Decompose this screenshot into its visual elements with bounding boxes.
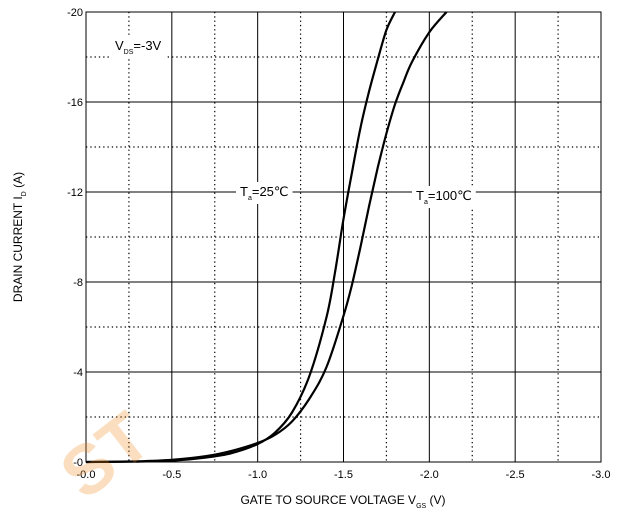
annotation-text: Ta=25℃ bbox=[240, 184, 289, 202]
annotation-t25: Ta=25℃ bbox=[236, 182, 293, 204]
x-tick-label: -2.0 bbox=[420, 469, 439, 481]
annotation-vds: VDS=-3V bbox=[111, 36, 166, 58]
annotations: VDS=-3V Ta=25℃ Ta=100℃ bbox=[111, 36, 476, 208]
major-grid bbox=[85, 11, 602, 463]
y-tick-label: -12 bbox=[67, 187, 83, 199]
x-tick-label: -0.5 bbox=[162, 469, 181, 481]
annotation-bg bbox=[412, 186, 476, 208]
series-lines bbox=[85, 11, 448, 464]
series-line-ta100 bbox=[85, 11, 448, 464]
y-tick-label: -8 bbox=[73, 277, 83, 289]
x-axis-title: GATE TO SOURCE VOLTAGE VGS (V) bbox=[240, 493, 445, 510]
y-axis-title: DRAIN CURRENT ID (A) bbox=[11, 172, 28, 302]
y-tick-label: -0 bbox=[73, 457, 83, 469]
y-tick-labels: -0 -4 -8 -12 -16 -20 bbox=[67, 7, 83, 469]
y-tick-label: -16 bbox=[67, 97, 83, 109]
plot-frame bbox=[85, 11, 602, 463]
x-tick-label: -2.5 bbox=[506, 469, 525, 481]
x-tick-labels: -0.0 -0.5 -1.0 -1.5 -2.0 -2.5 -3.0 bbox=[77, 469, 611, 481]
y-tick-label: -4 bbox=[73, 367, 83, 379]
x-tick-label: -1.0 bbox=[248, 469, 267, 481]
x-tick-label: -0.0 bbox=[77, 469, 96, 481]
minor-grid bbox=[86, 12, 601, 462]
series-line-ta25 bbox=[85, 11, 396, 464]
annotation-bg bbox=[111, 36, 166, 58]
annotation-t100: Ta=100℃ bbox=[412, 186, 476, 208]
y-tick-label: -20 bbox=[67, 7, 83, 19]
annotation-text: VDS=-3V bbox=[115, 38, 162, 56]
x-tick-label: -3.0 bbox=[592, 469, 611, 481]
axis-titles: GATE TO SOURCE VOLTAGE VGS (V) DRAIN CURR… bbox=[11, 172, 446, 510]
annotation-bg bbox=[236, 182, 293, 204]
annotation-text: Ta=100℃ bbox=[416, 188, 472, 206]
x-tick-label: -1.5 bbox=[334, 469, 353, 481]
